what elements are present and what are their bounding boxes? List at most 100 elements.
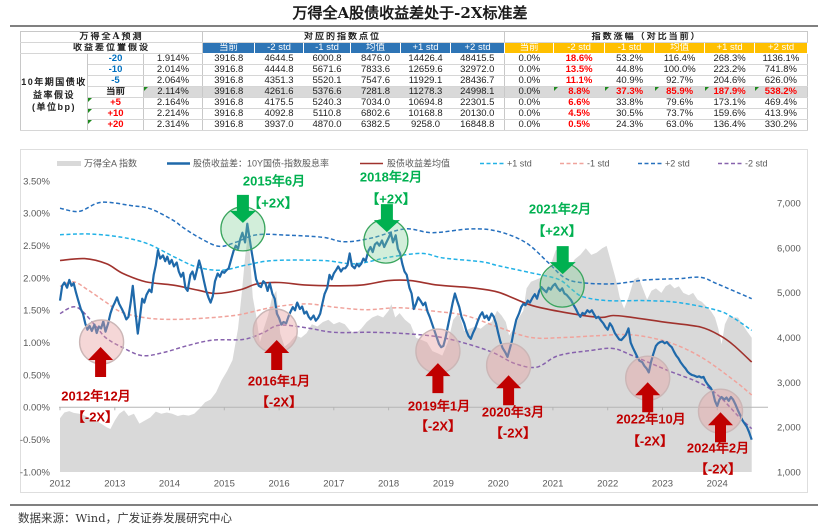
index-level-cell-value: 24998.1	[460, 86, 495, 97]
index-change-cell: 0.0%	[504, 64, 554, 76]
index-level-cell-value: 6382.5	[360, 119, 391, 130]
index-level-cell-value: 4870.0	[312, 119, 342, 130]
left-axis-tick-label: 3.50%	[23, 176, 50, 187]
index-level-cell-value: 7034.0	[360, 97, 391, 108]
index-change-cell-value: 0.5%	[568, 119, 590, 130]
index-change-cell-value: 0.0%	[518, 119, 541, 130]
arrow-up-icon	[635, 382, 661, 413]
index-change-cell-value: 1136.1%	[762, 53, 800, 64]
level-col-header-plus1std: +1 std	[400, 42, 452, 54]
index-change-cell-value: 223.2%	[713, 64, 746, 75]
index-change-cell-value: 79.6%	[666, 97, 694, 108]
x-axis-tick-label: 2016	[269, 479, 290, 490]
index-change-cell: 100.0%	[654, 64, 705, 76]
forecast-table: 万得全A预测 对应的指数点位 指数涨幅（对比当前） 收益差位置假设 当前 -2 …	[20, 31, 809, 131]
yield-cell: 2.314%	[143, 119, 204, 131]
index-level-cell-value: 3916.8	[214, 119, 244, 130]
index-level-cell: 48415.5	[450, 53, 506, 65]
index-level-cell: 4870.0	[303, 119, 351, 131]
left-axis-tick-label: 1.00%	[23, 338, 50, 349]
index-level-cell: 20130.0	[450, 108, 506, 120]
x-axis-tick-label: 2022	[597, 479, 618, 490]
index-change-cell: 53.2%	[604, 53, 655, 65]
legend-swatch-area-icon	[57, 161, 81, 166]
index-level-cell: 11929.1	[400, 75, 451, 87]
index-change-cell: 0.0%	[504, 86, 554, 98]
annotation-tag-label: 【+2X】	[248, 196, 298, 211]
index-level-cell: 14426.4	[400, 53, 451, 65]
index-change-cell-value: 330.2%	[764, 119, 797, 130]
index-change-cell-value: 0.0%	[518, 97, 541, 108]
annotation-circle-low	[485, 342, 532, 388]
index-change-cell: 30.5%	[604, 108, 655, 120]
right-axis-tick-label: 6,000	[777, 244, 801, 255]
left-axis-tick-label: -1.00%	[20, 467, 51, 478]
index-level-cell-value: 20130.0	[460, 108, 495, 119]
yield-cell-value: 2.064%	[156, 75, 190, 86]
bp-shift-cell: 当前	[87, 86, 144, 98]
index-change-cell-value: 30.5%	[616, 108, 644, 119]
right-axis-tick-label: 2,000	[777, 423, 801, 434]
source-divider	[10, 504, 818, 506]
index-change-cell: 330.2%	[754, 119, 808, 131]
annotation-circle-low	[625, 355, 671, 401]
index-level-cell-value: 6000.8	[312, 53, 342, 64]
index-change-cell-value: 33.8%	[616, 97, 644, 108]
index-change-cell-value: 85.9%	[666, 86, 694, 97]
index-change-cell: 6.6%	[553, 97, 605, 109]
bp-shift-cell: +10	[87, 108, 144, 120]
index-change-cell-value: 159.6%	[713, 108, 746, 119]
index-change-cell: 413.9%	[754, 108, 808, 120]
index-level-cell: 5671.6	[303, 64, 351, 76]
index-level-cell: 10168.8	[400, 108, 451, 120]
table-row: -10 2.014% 3916.8 4444.8 5671.6 7833.6 12659.6…	[21, 64, 808, 76]
table-row: 10年期国债收 益率假设 (单位bp) -20 1.914% 3916.8 4644.5 60…	[20, 53, 808, 131]
index-level-cell-value: 3916.8	[214, 53, 244, 64]
arrow-up-icon	[496, 375, 522, 406]
left-axis-tick-label: 2.50%	[23, 241, 50, 252]
x-axis-tick-label: 2013	[104, 479, 125, 490]
index-change-cell: 469.4%	[754, 97, 808, 109]
index-level-cell: 3916.8	[202, 75, 255, 87]
index-change-cell: 73.7%	[654, 108, 705, 120]
arrow-up-icon	[425, 363, 451, 394]
left-axis-tick-label: 0.00%	[23, 403, 50, 414]
yield-cell-value: 1.914%	[156, 53, 190, 64]
index-change-cell: 626.0%	[754, 75, 808, 87]
index-level-cell-value: 5240.3	[312, 97, 342, 108]
bp-shift-cell: -5	[87, 75, 144, 87]
index-level-cell: 10694.8	[400, 97, 451, 109]
index-level-cell-value: 4261.6	[264, 86, 294, 97]
bp-shift-cell: +5	[87, 97, 144, 109]
change-col-header-mean: 均值	[654, 42, 706, 54]
index-change-cell: 159.6%	[704, 108, 755, 120]
index-level-cell-value: 3916.8	[214, 64, 244, 75]
error-indicator-icon	[704, 87, 709, 91]
index-change-cell-value: 73.7%	[666, 108, 694, 119]
yield-assumption-label-line: 益率假设	[32, 89, 75, 100]
annotation-date-label: 2016年1月	[248, 374, 310, 389]
right-axis-tick-label: 3,000	[777, 378, 801, 389]
index-change-cell-value: 92.7%	[666, 75, 694, 86]
plus-1-std-line	[59, 233, 753, 332]
index-level-cell: 3916.8	[202, 119, 255, 131]
error-indicator-icon	[88, 98, 92, 102]
index-level-cell: 9258.0	[400, 119, 451, 131]
index-change-cell-value: 24.3%	[616, 119, 644, 130]
index-change-cell: 92.7%	[654, 75, 705, 87]
index-change-cell: 741.8%	[754, 64, 808, 76]
minus-2-std-line	[59, 306, 753, 430]
annotation-circle-low	[252, 308, 298, 354]
index-level-cell-value: 5110.8	[312, 108, 342, 119]
right-axis-tick-label: 7,000	[777, 199, 801, 210]
index-change-group-header: 指数涨幅（对比当前）	[504, 31, 808, 43]
change-col-header-current: 当前	[504, 42, 555, 54]
bp-shift-cell-value: -10	[108, 64, 123, 75]
bp-shift-cell: -20	[87, 53, 144, 65]
index-level-cell: 8476.0	[350, 53, 401, 65]
index-change-cell: 0.0%	[504, 75, 554, 87]
left-axis-tick-label: 1.50%	[23, 306, 50, 317]
level-col-header-plus2std: +2 std	[450, 42, 506, 54]
index-level-cell: 3916.8	[202, 108, 255, 120]
yield-assumption-label-line: (单位bp)	[32, 102, 76, 113]
